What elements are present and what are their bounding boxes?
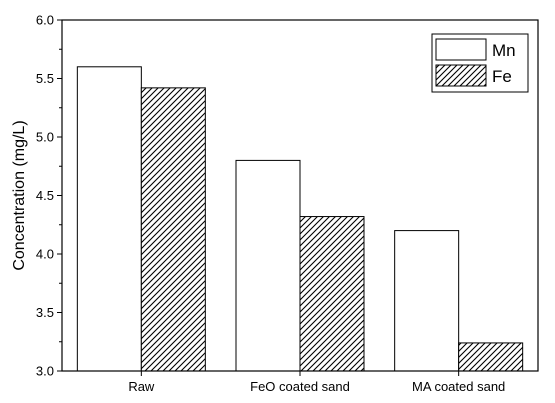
y-tick-label: 5.5 xyxy=(36,71,54,86)
y-axis-ticks: 3.0 3.5 4.0 4.5 5.0 5.5 6.0 xyxy=(36,13,62,379)
bar-fe-0 xyxy=(140,87,206,372)
y-tick-label: 6.0 xyxy=(36,13,54,28)
legend: Mn Fe xyxy=(431,33,529,93)
bar-mn-1 xyxy=(235,159,301,372)
y-tick-label: 3.5 xyxy=(36,305,54,320)
legend-label-mn: Mn xyxy=(492,41,516,60)
x-tick-label: FeO coated sand xyxy=(250,379,350,394)
y-tick-label: 3.0 xyxy=(36,364,54,379)
bars xyxy=(76,66,524,372)
bar-mn-2 xyxy=(394,230,460,372)
legend-swatch-fe xyxy=(435,64,487,87)
x-tick-label: MA coated sand xyxy=(412,379,505,394)
x-tick-label: Raw xyxy=(128,379,155,394)
legend-label-fe: Fe xyxy=(492,67,512,86)
bar-fe-2 xyxy=(458,342,524,372)
plot-frame xyxy=(61,19,539,372)
x-axis-ticks: Raw FeO coated sand MA coated sand xyxy=(128,371,505,394)
y-tick-label: 5.0 xyxy=(36,130,54,145)
y-tick-label: 4.5 xyxy=(36,188,54,203)
legend-swatch-mn xyxy=(435,38,487,61)
y-tick-label: 4.0 xyxy=(36,247,54,262)
bar-fe-1 xyxy=(299,216,365,372)
bar-mn-0 xyxy=(76,66,142,372)
y-axis-title: Concentration (mg/L) xyxy=(11,120,28,270)
